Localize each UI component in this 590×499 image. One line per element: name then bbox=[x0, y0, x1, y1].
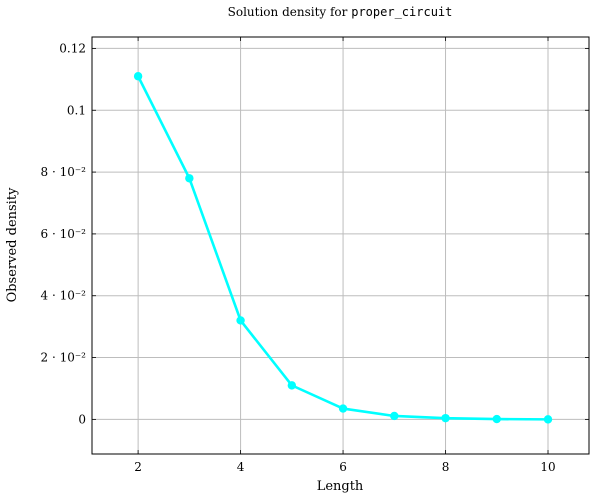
x-tick-label: 2 bbox=[134, 460, 142, 474]
x-axis-ticks: 2 4 6 8 10 bbox=[134, 37, 556, 474]
data-point bbox=[492, 414, 501, 424]
y-tick-label: 0.1 bbox=[67, 103, 86, 117]
chart-title: Solution density for proper_circuit bbox=[228, 5, 453, 19]
y-tick-label: 8 · 10⁻² bbox=[41, 165, 87, 179]
data-point bbox=[185, 174, 194, 183]
x-tick-label: 10 bbox=[540, 460, 555, 474]
y-tick-label: 2 · 10⁻² bbox=[41, 351, 87, 365]
data-point bbox=[338, 404, 348, 413]
plot-frame bbox=[91, 36, 590, 455]
chart-title-code: proper_circuit bbox=[351, 5, 452, 19]
series-layer bbox=[133, 72, 553, 424]
y-tick-label: 6 · 10⁻² bbox=[41, 227, 87, 241]
chart-title-prefix: Solution density for bbox=[228, 5, 352, 19]
x-tick-label: 6 bbox=[339, 460, 347, 474]
x-axis-label: Length bbox=[317, 479, 364, 494]
y-tick-label: 0 bbox=[78, 412, 86, 426]
y-tick-label: 0.12 bbox=[59, 41, 86, 55]
y-axis-ticks: 0 2 · 10⁻² 4 · 10⁻² 6 · 10⁻² 8 · 10⁻² 0.1 0.12 bbox=[41, 41, 589, 426]
data-point bbox=[287, 381, 297, 390]
data-point bbox=[390, 411, 399, 421]
y-axis-label: Observed density bbox=[5, 187, 20, 302]
data-point bbox=[236, 316, 245, 325]
grid bbox=[92, 37, 589, 454]
x-tick-label: 8 bbox=[442, 460, 450, 474]
y-tick-label: 4 · 10⁻² bbox=[41, 289, 87, 303]
data-point bbox=[543, 415, 553, 424]
x-tick-label: 4 bbox=[237, 460, 245, 474]
data-point bbox=[441, 413, 450, 423]
data-point bbox=[133, 72, 143, 81]
